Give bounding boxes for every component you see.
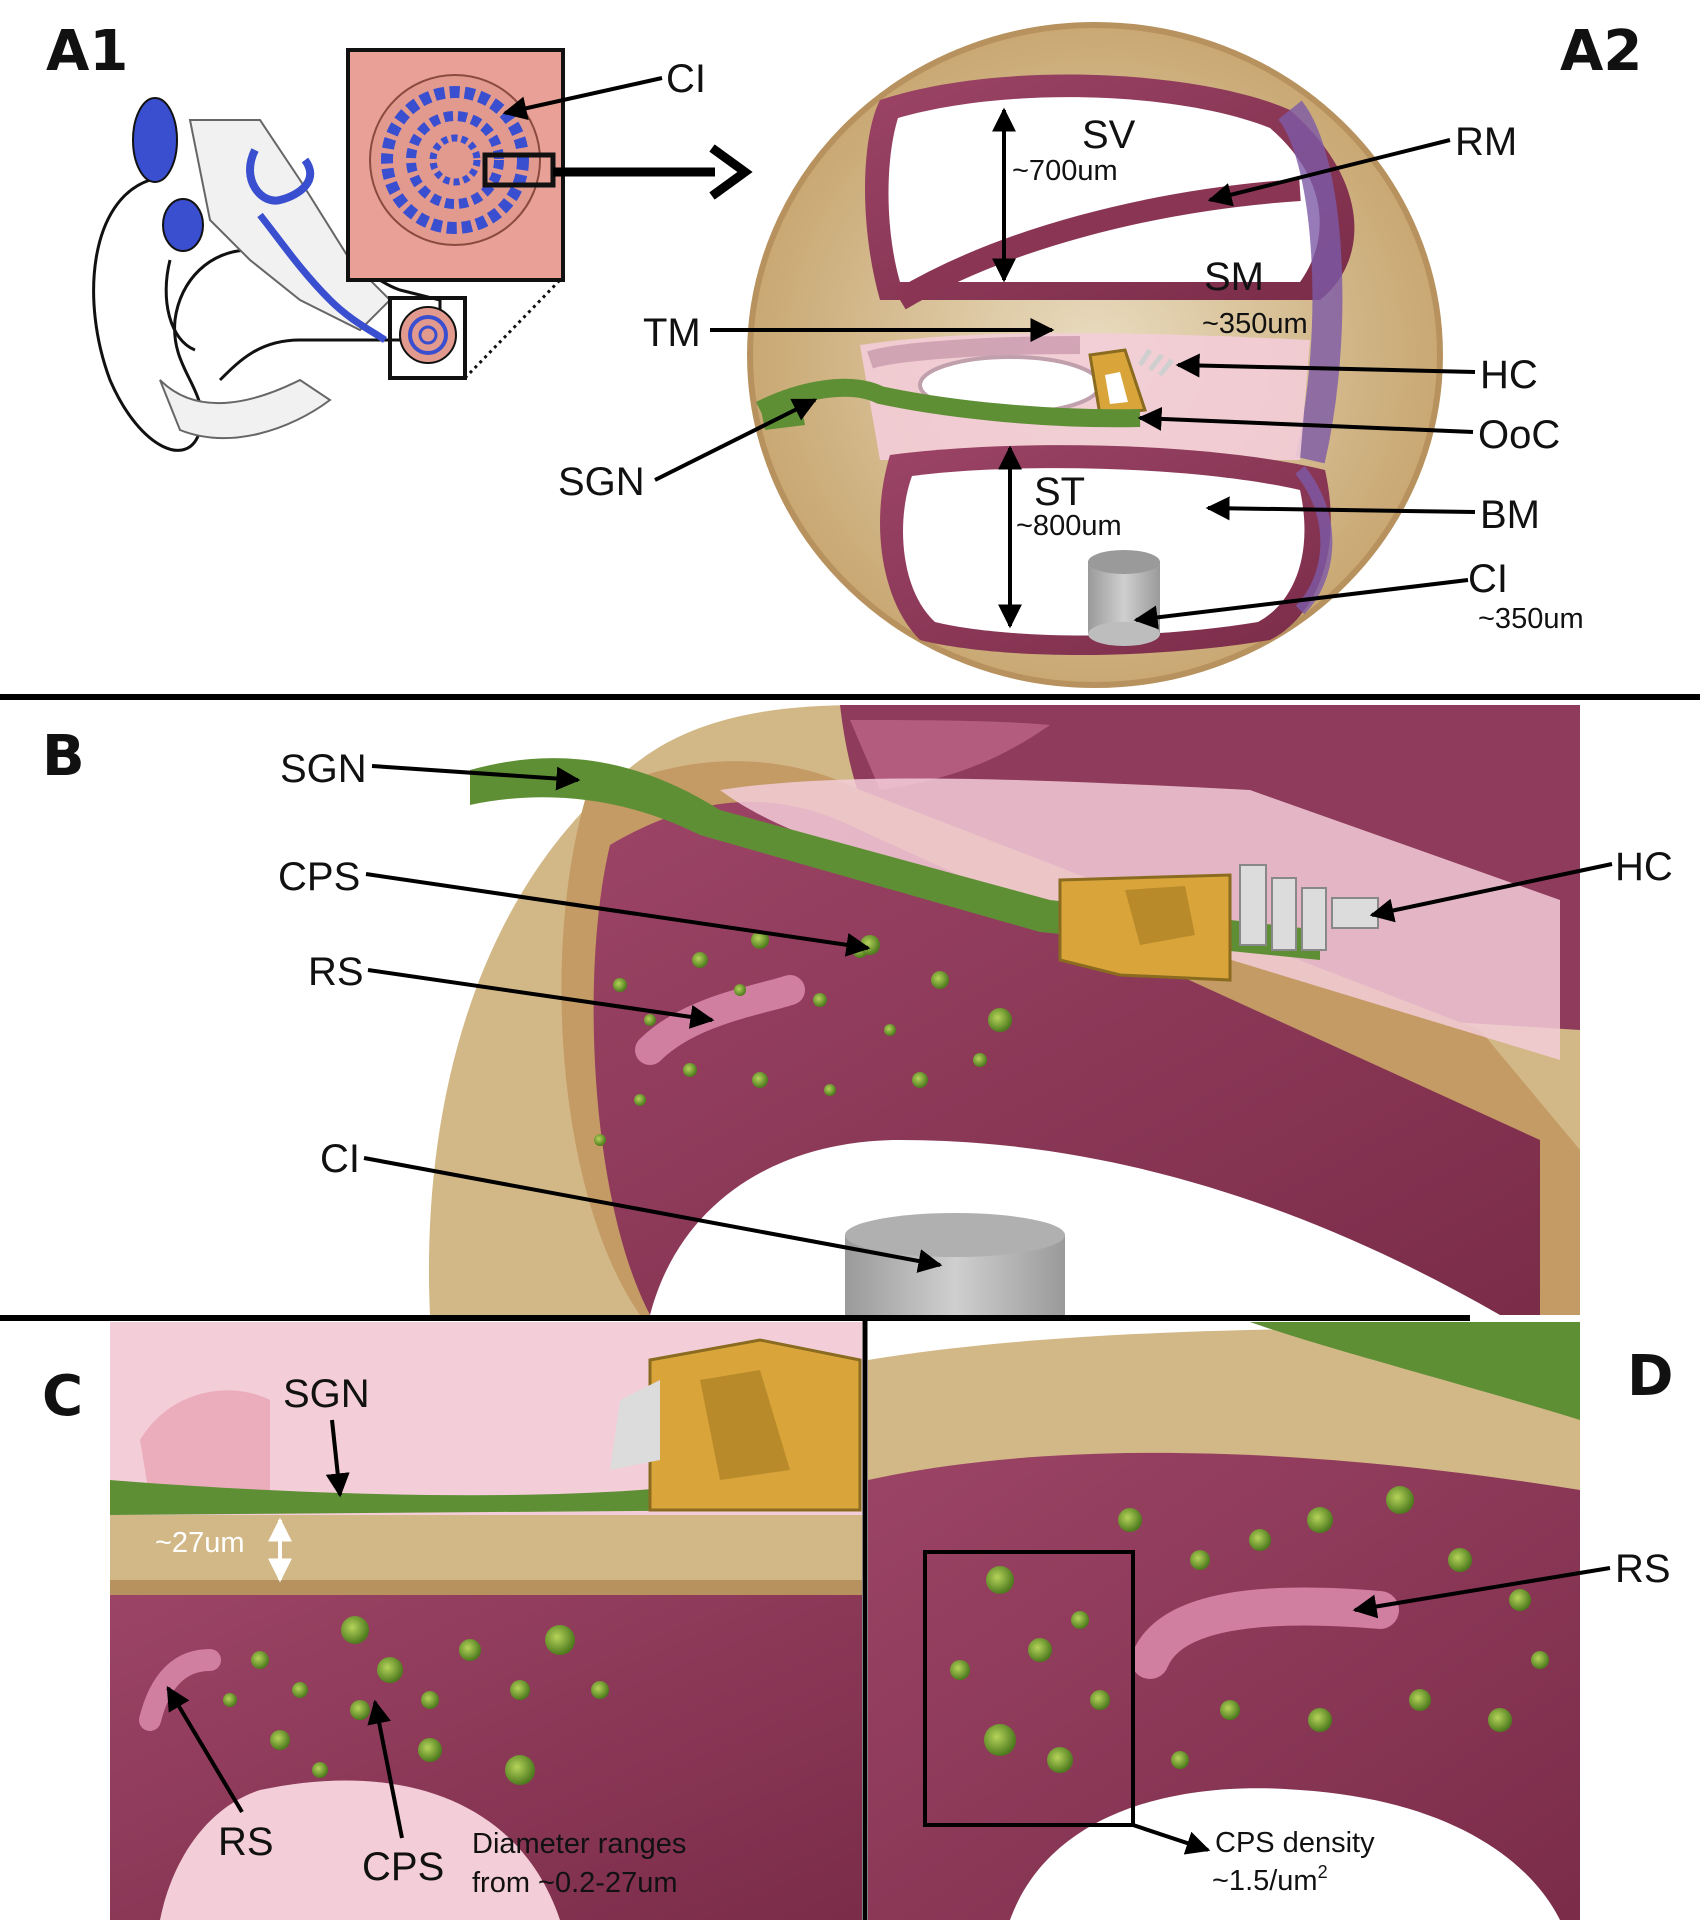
diameter-note-line2: from ~0.2-27um bbox=[472, 1867, 678, 1899]
panel-c: C SGN ~27um RS CPS Diameter ranges from … bbox=[42, 1322, 862, 1920]
label-ci-b: CI bbox=[320, 1137, 360, 1181]
ear-anatomy-sketch bbox=[92, 97, 562, 452]
panel-label-a2: A2 bbox=[1560, 19, 1642, 84]
label-sv: SV bbox=[1082, 113, 1136, 157]
cps-holes-b bbox=[594, 931, 1012, 1146]
panel-label-b: B bbox=[42, 724, 85, 789]
density-sample-box bbox=[923, 1550, 1135, 1827]
panel-label-d: D bbox=[1627, 1344, 1673, 1409]
arrow-sgn-a2 bbox=[654, 398, 818, 482]
vessel-ellipse bbox=[162, 198, 204, 252]
arrow-ci-a1 bbox=[502, 76, 663, 121]
diameter-note-line1: Diameter ranges bbox=[472, 1828, 686, 1860]
density-exponent: 2 bbox=[1318, 1862, 1328, 1882]
label-hc: HC bbox=[1480, 353, 1538, 397]
arrow-sgn-b bbox=[371, 764, 581, 791]
label-sgn-b: SGN bbox=[280, 747, 367, 791]
arrow-ci-a2 bbox=[1133, 578, 1469, 630]
tectorial-membrane bbox=[867, 336, 1081, 369]
arrow-rm bbox=[1207, 138, 1451, 207]
cps-holes-d bbox=[950, 1486, 1549, 1773]
arrow-hc-b bbox=[1369, 862, 1613, 923]
density-note-line2: ~1.5/um2 bbox=[1212, 1862, 1328, 1897]
label-st-size: ~800um bbox=[1016, 510, 1122, 542]
label-rm: RM bbox=[1455, 120, 1517, 164]
arrow-sgn-c bbox=[325, 1419, 350, 1498]
rosenthal-canal-c bbox=[139, 1649, 221, 1731]
hair-cells bbox=[1137, 348, 1174, 377]
label-sm: SM bbox=[1204, 255, 1264, 299]
stria-vascularis bbox=[1277, 100, 1343, 464]
spiral-ganglion-neuron bbox=[755, 378, 1141, 428]
arrow-cps-b bbox=[365, 872, 871, 957]
cps-holes-c bbox=[223, 1616, 609, 1785]
tissue-d bbox=[868, 1452, 1580, 1920]
label-cps-c: CPS bbox=[362, 1845, 444, 1889]
label-rs-b: RS bbox=[308, 950, 364, 994]
label-rs-d: RS bbox=[1615, 1547, 1671, 1591]
spiral-ganglion-neuron-c bbox=[110, 1480, 760, 1515]
panel-a1: A1 CI bbox=[46, 19, 753, 452]
arrow-bm bbox=[1205, 496, 1476, 521]
label-sv-size: ~700um bbox=[1012, 155, 1118, 187]
panel-a2: A2 SV ~700um SM bbox=[558, 19, 1642, 688]
density-note-line1: CPS density bbox=[1215, 1827, 1375, 1859]
panel-b: B bbox=[42, 705, 1673, 1315]
label-ci-size: ~350um bbox=[1478, 603, 1584, 635]
label-bm: BM bbox=[1480, 493, 1540, 537]
hair-cells-b bbox=[1239, 864, 1379, 951]
label-thickness-c: ~27um bbox=[155, 1527, 244, 1559]
density-value: ~1.5/um bbox=[1212, 1865, 1318, 1897]
tissue-c bbox=[110, 1595, 862, 1920]
label-sgn-c: SGN bbox=[283, 1372, 370, 1416]
panel-d: D RS CPS density ~1.5/um2 bbox=[868, 1322, 1673, 1920]
hair-cells-c bbox=[610, 1380, 660, 1470]
implant-electrode-array bbox=[381, 86, 529, 234]
label-st: ST bbox=[1034, 470, 1085, 514]
label-rs-c: RS bbox=[218, 1820, 274, 1864]
panel-label-a1: A1 bbox=[46, 19, 128, 84]
vessel-ellipse bbox=[132, 97, 178, 183]
label-ooc: OoC bbox=[1478, 413, 1560, 457]
cochlea-inset-box-small bbox=[388, 296, 467, 380]
arrow-ci-b bbox=[363, 1156, 943, 1273]
label-sgn-a2: SGN bbox=[558, 460, 645, 504]
label-hc-b: HC bbox=[1615, 845, 1673, 889]
label-ci-a1: CI bbox=[666, 57, 706, 101]
rosenthal-canal-d bbox=[1131, 1587, 1399, 1679]
label-cps-b: CPS bbox=[278, 855, 360, 899]
label-ci-a2: CI bbox=[1468, 557, 1508, 601]
rosenthal-canal-b bbox=[635, 975, 805, 1065]
arrow-rs-b bbox=[367, 968, 715, 1029]
reissner-membrane bbox=[894, 179, 1301, 310]
zoom-arrow-head bbox=[709, 144, 753, 200]
arrow-hc-a2 bbox=[1175, 353, 1476, 378]
arrow-rs-d bbox=[1352, 1566, 1611, 1619]
arrow-rs-c bbox=[166, 1685, 244, 1814]
label-tm: TM bbox=[643, 311, 701, 355]
st-lumen-d bbox=[1010, 1788, 1560, 1920]
label-sm-size: ~350um bbox=[1202, 308, 1308, 340]
panel-label-c: C bbox=[42, 1364, 83, 1429]
arrow-density-d bbox=[1132, 1823, 1211, 1855]
arrow-cps-c bbox=[367, 1699, 404, 1839]
spiral-ganglion-neuron-d bbox=[1250, 1322, 1580, 1420]
cochlea-inset-large bbox=[346, 48, 565, 282]
arrow-ooc bbox=[1137, 406, 1474, 434]
